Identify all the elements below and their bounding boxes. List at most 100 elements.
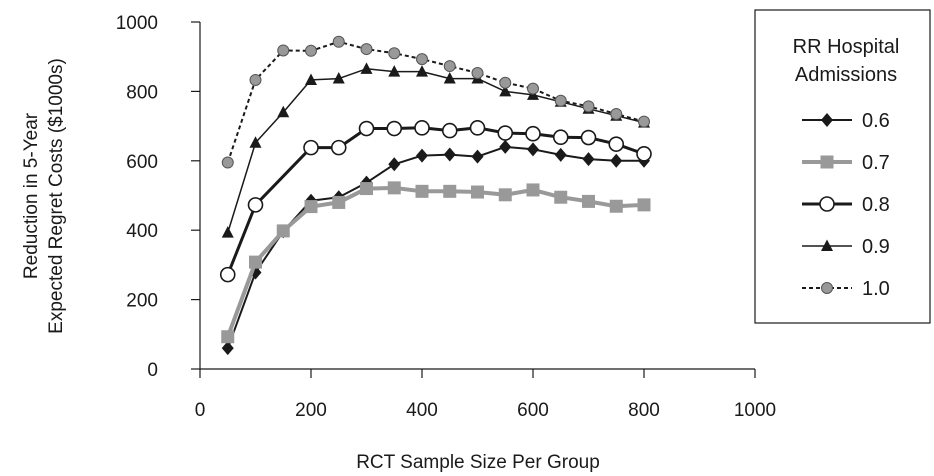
data-point-0.9 (388, 65, 401, 77)
data-point-0.6 (582, 152, 595, 167)
x-tick-label: 600 (517, 400, 549, 421)
data-point-0.6 (443, 147, 456, 162)
data-point-0.7 (443, 184, 457, 198)
x-tick-label: 0 (195, 400, 206, 421)
x-axis-ticks: 0 200 400 600 800 1000 (195, 369, 776, 421)
legend-marker (819, 196, 835, 212)
series-0.9 (221, 62, 650, 238)
y-tick-label: 400 (126, 221, 158, 242)
y-tick-label: 200 (126, 291, 158, 312)
data-point-0.7 (360, 182, 373, 196)
data-point-0.8 (636, 146, 652, 162)
data-point-0.7 (582, 194, 595, 208)
legend-box (754, 9, 931, 324)
data-point-0.8 (525, 125, 541, 142)
legend-label: 0.9 (862, 236, 890, 258)
data-point-1.0 (388, 47, 401, 60)
data-point-0.6 (471, 149, 484, 164)
data-point-0.7 (387, 181, 401, 195)
data-point-0.6 (416, 148, 428, 163)
legend-label: 0.6 (862, 110, 890, 132)
series-line-0.7 (225, 185, 645, 338)
series-0.8 (219, 120, 652, 283)
legend-items: 0.6 0.7 0.8 0.9 1.0 (802, 110, 890, 300)
data-point-1.0 (527, 82, 539, 95)
legend-title-line-1: RR Hospital (793, 36, 900, 58)
data-point-1.0 (360, 43, 373, 56)
legend-item-0.9: 0.9 (802, 236, 890, 258)
y-axis-title-line-1: Reduction in 5-Year (21, 112, 42, 279)
data-point-0.8 (580, 129, 597, 146)
data-point-0.9 (360, 62, 373, 74)
data-point-0.8 (358, 120, 375, 137)
data-point-0.9 (221, 226, 234, 238)
data-point-0.9 (305, 73, 317, 85)
data-point-0.6 (221, 341, 234, 356)
y-tick-label: 1000 (116, 13, 158, 34)
series-layer (219, 35, 652, 356)
legend-item-0.6: 0.6 (802, 110, 890, 132)
data-point-1.0 (499, 76, 512, 89)
data-point-0.8 (608, 136, 625, 152)
data-point-0.9 (277, 105, 290, 118)
series-1.0 (221, 35, 650, 169)
legend-marker (821, 239, 833, 251)
data-point-0.8 (469, 120, 486, 136)
y-tick-label: 600 (126, 152, 158, 173)
data-point-0.7 (332, 195, 346, 209)
data-point-0.6 (527, 142, 539, 157)
data-point-0.7 (526, 183, 540, 197)
data-point-0.7 (415, 184, 429, 198)
data-point-0.8 (386, 120, 403, 137)
x-tick-label: 800 (628, 400, 660, 421)
data-point-1.0 (610, 107, 623, 120)
y-tick-label: 0 (147, 360, 158, 381)
data-point-1.0 (554, 94, 567, 107)
data-point-0.8 (219, 266, 236, 283)
x-tick-label: 400 (406, 400, 438, 421)
y-axis-title-line-2: Expected Regret Costs ($1000s) (46, 58, 67, 334)
legend-label: 1.0 (862, 278, 890, 300)
data-point-0.8 (441, 122, 458, 139)
data-point-0.7 (221, 330, 235, 344)
legend-item-1.0: 1.0 (802, 278, 890, 300)
legend-label: 0.8 (862, 194, 890, 216)
data-point-0.8 (303, 139, 319, 156)
x-tick-label: 200 (295, 400, 327, 421)
legend-title-line-2: Admissions (795, 64, 897, 86)
series-0.7 (221, 181, 651, 344)
series-line-0.9 (227, 68, 645, 233)
data-point-0.7 (471, 185, 484, 199)
data-point-0.7 (554, 190, 568, 204)
data-point-1.0 (416, 53, 428, 66)
data-point-0.8 (247, 197, 264, 213)
data-point-0.7 (276, 224, 290, 238)
data-point-0.9 (499, 84, 512, 97)
data-point-0.7 (637, 198, 651, 212)
legend-marker (821, 113, 833, 127)
legend-label: 0.7 (862, 152, 890, 174)
data-point-1.0 (332, 35, 345, 48)
data-point-0.8 (497, 125, 514, 141)
data-point-1.0 (443, 60, 456, 73)
data-point-0.6 (388, 157, 401, 172)
data-point-0.9 (416, 65, 428, 77)
data-point-0.7 (609, 199, 623, 213)
data-point-0.7 (498, 188, 512, 202)
data-point-0.8 (330, 139, 347, 156)
data-point-0.6 (499, 139, 512, 154)
y-tick-label: 800 (126, 82, 158, 103)
data-point-0.7 (304, 200, 318, 214)
data-point-1.0 (471, 67, 484, 80)
legend-item-0.7: 0.7 (802, 152, 890, 174)
data-point-0.7 (249, 255, 262, 269)
series-line-1.0 (226, 40, 645, 163)
data-point-0.6 (610, 153, 623, 168)
data-point-1.0 (305, 44, 317, 57)
legend-item-0.8: 0.8 (802, 194, 890, 216)
data-point-1.0 (277, 44, 290, 57)
series-line-0.6 (226, 145, 644, 349)
data-point-1.0 (249, 73, 262, 86)
legend-marker (820, 155, 834, 169)
